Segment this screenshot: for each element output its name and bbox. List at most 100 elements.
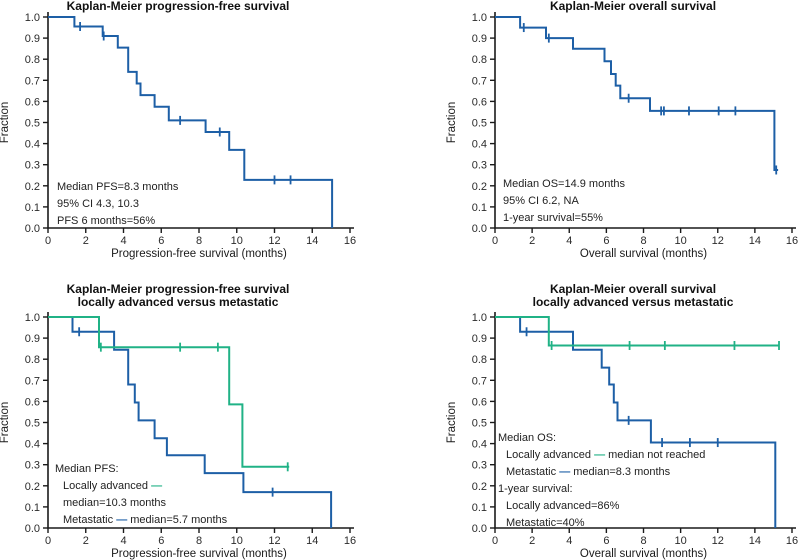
stats-annotation-line: 95% CI 6.2, NA (503, 195, 579, 207)
y-tick-label: 0.7 (472, 75, 487, 87)
x-tick-label: 4 (566, 535, 572, 547)
survival-step-line (495, 16, 779, 171)
y-tick-label: 0.3 (472, 460, 487, 472)
chart-title-line: locally advanced versus metastatic (78, 295, 279, 309)
stats-annotation-line: Median OS: (498, 432, 556, 444)
survival-step-line (48, 16, 334, 228)
chart-os-all: Kaplan-Meier overall survival 0.0 0.1 0.2 0.… (446, 0, 798, 260)
x-tick-label: 0 (492, 535, 498, 547)
y-tick-label: 0.7 (25, 375, 40, 387)
series-dash-swatch: — (151, 480, 162, 492)
y-tick-label: 0.8 (25, 54, 40, 66)
chart-title-line: locally advanced versus metastatic (533, 295, 734, 309)
y-tick-label: 0.4 (25, 439, 40, 451)
chart-title: Kaplan-Meier overall survival (550, 0, 716, 13)
x-tick-label: 10 (231, 235, 243, 247)
survival-step-line (48, 316, 333, 528)
x-tick-label: 4 (120, 235, 126, 247)
stats-annotation-line: Median PFS=8.3 months (57, 181, 179, 193)
stats-annotation-line: Metastatic — median=8.3 months (506, 466, 671, 478)
stats-annotation: Median PFS: Locally advanced — median=10.3… (55, 463, 228, 526)
x-tick-label: 8 (196, 235, 202, 247)
y-tick-label: 0.0 (25, 223, 40, 235)
x-tick-label: 12 (268, 235, 280, 247)
x-tick-label: 12 (712, 235, 724, 247)
chart-title-line: Kaplan-Meier progression-free survival (67, 0, 290, 13)
y-axis-label: Fraction (0, 102, 11, 144)
series-dash-swatch: — (594, 449, 605, 461)
y-tick-label: 0.2 (472, 481, 487, 493)
y-tick-label: 0.5 (25, 118, 40, 130)
x-tick-label: 16 (786, 535, 798, 547)
x-tick-label: 6 (158, 535, 164, 547)
km-curve-locally-advanced (48, 316, 290, 472)
chart-title-line: Kaplan-Meier overall survival (550, 282, 716, 296)
x-tick-label: 4 (566, 235, 572, 247)
x-tick-label: 2 (529, 235, 535, 247)
y-tick-label: 0.8 (25, 354, 40, 366)
y-tick-label: 0.9 (25, 333, 40, 345)
axes: 0.0 0.1 0.2 0.3 0.4 0.5 0.6 0.7 0.8 0.9 1.0 0 2 4 6 8 10… (0, 12, 356, 260)
stats-annotation: Median PFS=8.3 months 95% CI 4.3, 10.3 PFS… (57, 181, 179, 227)
y-tick-label: 0.3 (472, 160, 487, 172)
y-tick-label: 0.1 (472, 202, 487, 214)
x-tick-label: 12 (268, 535, 280, 547)
x-tick-label: 2 (83, 235, 89, 247)
chart-pfs-all: Kaplan-Meier progression-free survival 0.… (0, 0, 356, 260)
y-tick-label: 0.8 (472, 354, 487, 366)
y-tick-label: 0.3 (25, 160, 40, 172)
x-tick-label: 2 (529, 535, 535, 547)
km-curve-metastatic (495, 316, 777, 528)
panel-os-groups: Kaplan-Meier overall survival locally adv… (400, 280, 800, 560)
x-axis-label: Progression-free survival (months) (111, 548, 287, 560)
chart-pfs-groups: Kaplan-Meier progression-free survivallo… (0, 282, 356, 560)
chart-title-line: Kaplan-Meier progression-free survival (67, 282, 290, 296)
y-axis-label: Fraction (0, 402, 11, 444)
chart-title: Kaplan-Meier progression-free survival (67, 0, 290, 13)
x-tick-label: 6 (603, 235, 609, 247)
x-axis-label: Progression-free survival (months) (111, 248, 287, 260)
stats-annotation-line: Locally advanced — median not reached (506, 449, 705, 461)
survival-step-line (48, 316, 290, 468)
x-tick-label: 10 (675, 535, 687, 547)
x-tick-label: 14 (749, 235, 761, 247)
y-axis-label: Fraction (446, 102, 458, 144)
y-tick-label: 0.4 (472, 439, 487, 451)
km-curve-locally-advanced (495, 316, 780, 350)
x-tick-label: 12 (712, 535, 724, 547)
x-tick-label: 16 (344, 535, 356, 547)
stats-annotation-line: Median PFS: (55, 463, 119, 475)
y-tick-label: 1.0 (472, 12, 487, 24)
stats-annotation-line: 1-year survival=55% (503, 212, 603, 224)
x-tick-label: 10 (675, 235, 687, 247)
x-tick-label: 2 (83, 535, 89, 547)
y-tick-label: 0.2 (472, 181, 487, 193)
axes: 0.0 0.1 0.2 0.3 0.4 0.5 0.6 0.7 0.8 0.9 1.0 0 2 4 6 8 10… (446, 312, 798, 560)
y-tick-label: 0.9 (472, 33, 487, 45)
y-tick-label: 0.1 (25, 502, 40, 514)
y-tick-label: 1.0 (25, 312, 40, 324)
stats-annotation-line: Median OS=14.9 months (503, 178, 625, 190)
stats-annotation-line: Locally advanced=86% (506, 500, 620, 512)
y-tick-label: 0.7 (25, 75, 40, 87)
km-curve-all-patients (495, 16, 779, 175)
chart-title: Kaplan-Meier progression-free survivallo… (67, 282, 290, 309)
y-tick-label: 0.9 (25, 33, 40, 45)
stats-annotation: Median OS: Locally advanced — median not … (498, 432, 705, 529)
y-tick-label: 0.5 (472, 418, 487, 430)
stats-annotation-line: Locally advanced — (63, 480, 162, 492)
panel-os-all: Kaplan-Meier overall survival 0.0 0.1 0.2 0.… (400, 0, 800, 280)
survival-step-line (495, 316, 779, 347)
x-tick-label: 14 (306, 535, 318, 547)
x-tick-label: 16 (344, 235, 356, 247)
y-tick-label: 0.4 (472, 139, 487, 151)
y-tick-label: 0.0 (472, 223, 487, 235)
x-axis-label: Overall survival (months) (580, 548, 707, 560)
survival-step-line (495, 316, 777, 528)
stats-annotation-line: Metastatic — median=5.7 months (63, 514, 228, 526)
x-tick-label: 10 (231, 535, 243, 547)
x-axis-label: Overall survival (months) (580, 248, 707, 260)
